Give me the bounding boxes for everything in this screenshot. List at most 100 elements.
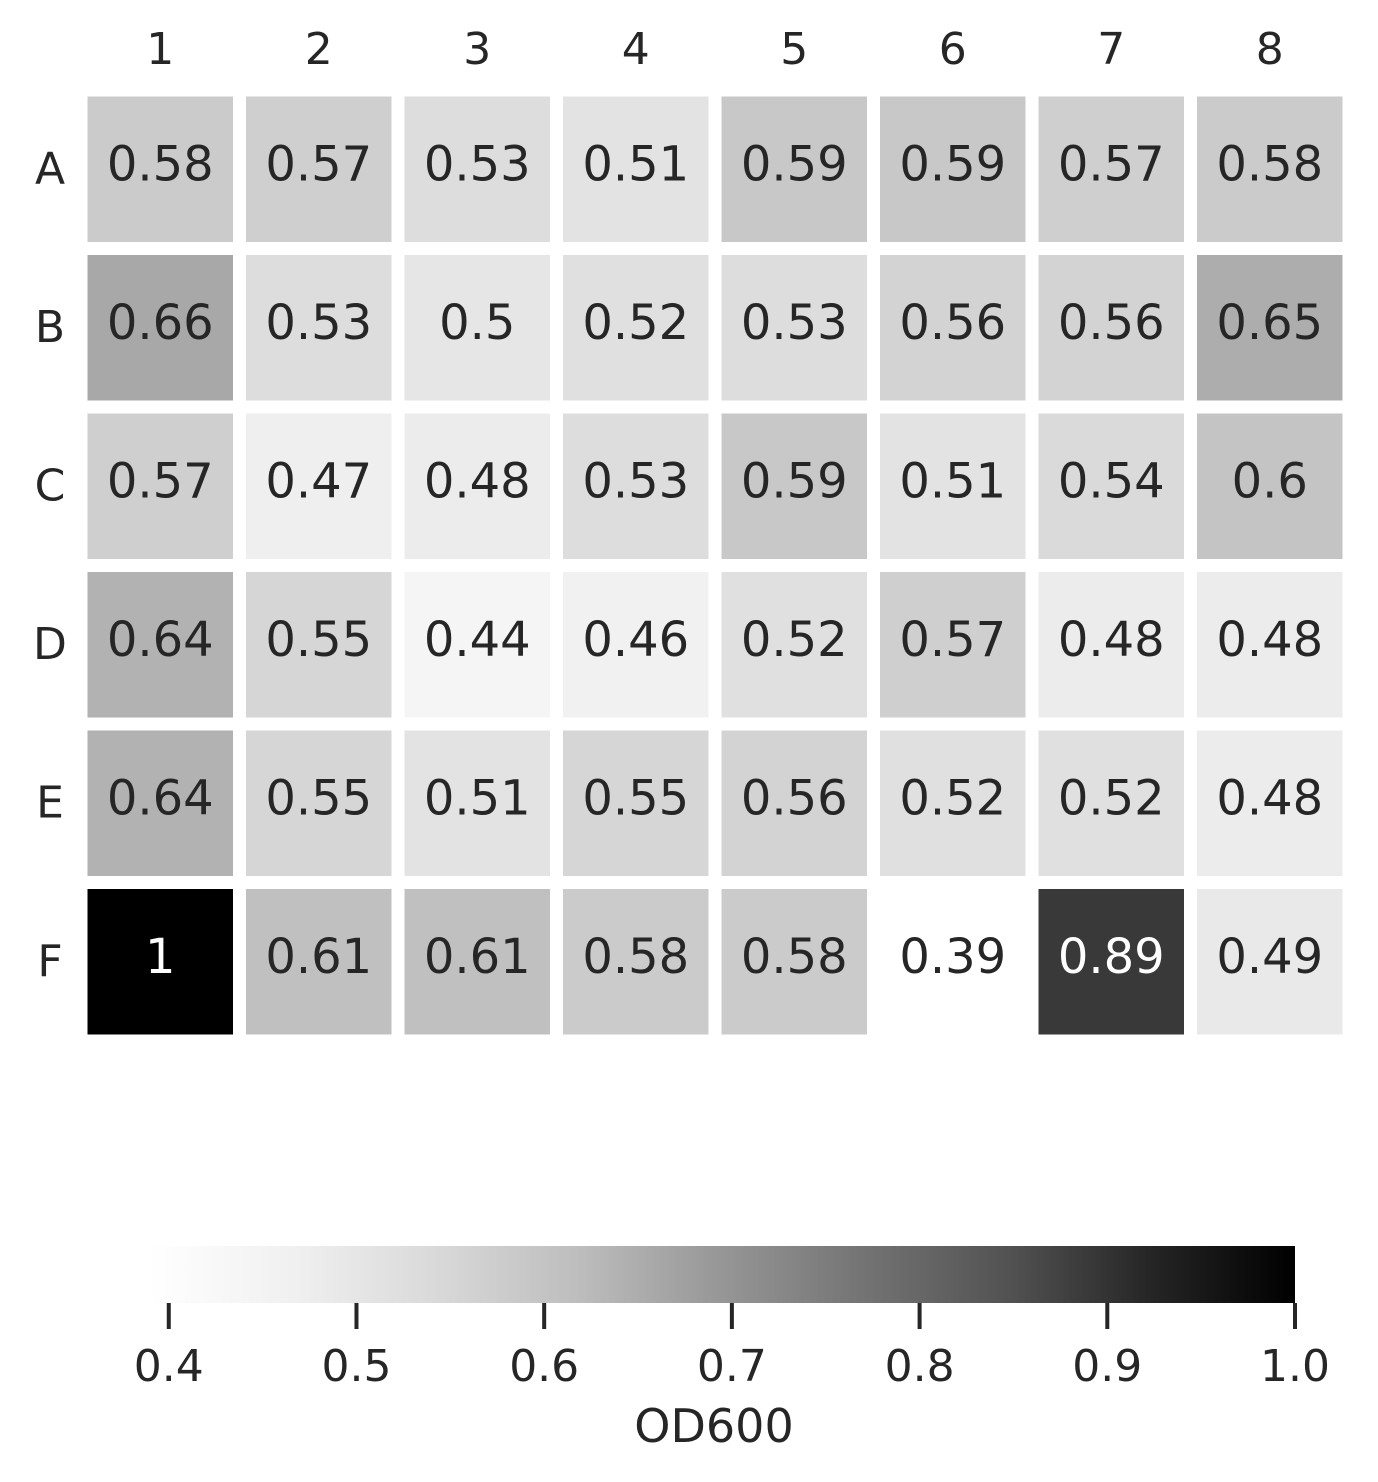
- row-label-B: B: [35, 302, 65, 353]
- row-labels: A B C D E F: [33, 143, 67, 987]
- cell-fill: [246, 889, 392, 1035]
- cell-fill: [1038, 889, 1184, 1035]
- colorbar-tick-label: 0.8: [885, 1341, 955, 1392]
- heatmap-cell-F8: 0.49: [1197, 889, 1343, 1035]
- cell-value-label: 0.48: [424, 453, 531, 509]
- cell-value-label: 0.52: [741, 612, 848, 668]
- cell-value-label: 0.53: [265, 295, 372, 351]
- heatmap-cell-D5: 0.52: [721, 572, 867, 718]
- cell-value-label: 0.61: [265, 929, 372, 985]
- colorbar-gradient-bar: [150, 1246, 1295, 1303]
- cell-value-label: 0.59: [741, 136, 848, 192]
- cell-value-label: 0.55: [265, 612, 372, 668]
- cell-fill: [721, 96, 867, 242]
- cell-fill: [87, 572, 233, 718]
- heatmap-cell-B6: 0.56: [880, 255, 1026, 401]
- heatmap-cell-E4: 0.55: [563, 730, 709, 876]
- heatmap-cell-E2: 0.55: [246, 730, 392, 876]
- cell-value-label: 0.47: [265, 453, 372, 509]
- cell-fill: [880, 96, 1026, 242]
- heatmap-cell-A8: 0.58: [1197, 96, 1343, 242]
- cell-fill: [880, 572, 1026, 718]
- heatmap-cell-F1: 1: [87, 889, 233, 1035]
- cell-value-label: 0.53: [424, 136, 531, 192]
- heatmap-cell-F2: 0.61: [246, 889, 392, 1035]
- heatmap-cell-F3: 0.61: [404, 889, 550, 1035]
- cell-fill: [87, 730, 233, 876]
- cell-value-label: 0.56: [741, 770, 848, 826]
- cell-value-label: 0.44: [424, 612, 531, 668]
- cell-fill: [1038, 96, 1184, 242]
- heatmap-cells: 0.58 0.57 0.53 0.51 0.59 0.59 0.57 0.580.66 0.53…: [87, 96, 1343, 1035]
- heatmap-cell-B2: 0.53: [246, 255, 392, 401]
- heatmap-cell-F7: 0.89: [1038, 889, 1184, 1035]
- cell-fill: [246, 572, 392, 718]
- cell-value-label: 0.51: [899, 453, 1006, 509]
- cell-value-label: 0.61: [424, 929, 531, 985]
- cell-value-label: 1: [145, 929, 176, 985]
- cell-value-label: 0.39: [899, 929, 1006, 985]
- heatmap-cell-E1: 0.64: [87, 730, 233, 876]
- cell-value-label: 0.52: [1058, 770, 1165, 826]
- cell-value-label: 0.53: [741, 295, 848, 351]
- cell-value-label: 0.48: [1216, 770, 1323, 826]
- colorbar-tick-label: 0.7: [697, 1341, 767, 1392]
- cell-fill: [404, 96, 550, 242]
- colorbar-label: OD600: [634, 1399, 793, 1453]
- cell-value-label: 0.5: [439, 295, 515, 351]
- heatmap-cell-E7: 0.52: [1038, 730, 1184, 876]
- column-label-3: 3: [463, 24, 491, 75]
- cell-value-label: 0.55: [582, 770, 689, 826]
- cell-value-label: 0.59: [899, 136, 1006, 192]
- cell-value-label: 0.57: [1058, 136, 1165, 192]
- heatmap-cell-F6: 0.39: [880, 889, 1026, 1035]
- cell-value-label: 0.65: [1216, 295, 1323, 351]
- column-label-8: 8: [1256, 24, 1284, 75]
- cell-value-label: 0.64: [107, 612, 214, 668]
- row-label-D: D: [33, 619, 67, 670]
- cell-fill: [404, 572, 550, 718]
- heatmap-cell-B5: 0.53: [721, 255, 867, 401]
- heatmap-cell-B3: 0.5: [404, 255, 550, 401]
- colorbar: 0.4 0.5 0.6 0.7 0.8 0.9 1.0 OD600: [134, 1246, 1330, 1453]
- cell-fill: [880, 889, 1026, 1035]
- heatmap-cell-F4: 0.58: [563, 889, 709, 1035]
- cell-fill: [87, 96, 233, 242]
- cell-value-label: 0.58: [741, 929, 848, 985]
- cell-fill: [721, 413, 867, 559]
- colorbar-ticks: 0.4 0.5 0.6 0.7 0.8 0.9 1.0: [134, 1303, 1330, 1392]
- cell-value-label: 0.57: [107, 453, 214, 509]
- cell-value-label: 0.49: [1216, 929, 1323, 985]
- heatmap-cell-B8: 0.65: [1197, 255, 1343, 401]
- heatmap-cell-C5: 0.59: [721, 413, 867, 559]
- row-label-F: F: [37, 936, 62, 987]
- cell-value-label: 0.56: [1058, 295, 1165, 351]
- cell-fill: [246, 255, 392, 401]
- heatmap-cell-E6: 0.52: [880, 730, 1026, 876]
- heatmap-cell-D7: 0.48: [1038, 572, 1184, 718]
- heatmap-cell-B4: 0.52: [563, 255, 709, 401]
- heatmap-cell-C3: 0.48: [404, 413, 550, 559]
- heatmap-cell-C1: 0.57: [87, 413, 233, 559]
- heatmap-cell-D3: 0.44: [404, 572, 550, 718]
- cell-value-label: 0.58: [1216, 136, 1323, 192]
- cell-fill: [1197, 572, 1343, 718]
- row-label-E: E: [36, 777, 64, 828]
- heatmap-cell-E8: 0.48: [1197, 730, 1343, 876]
- cell-fill: [721, 255, 867, 401]
- cell-value-label: 0.57: [265, 136, 372, 192]
- cell-value-label: 0.51: [582, 136, 689, 192]
- cell-value-label: 0.58: [107, 136, 214, 192]
- cell-fill: [563, 889, 709, 1035]
- colorbar-tick-label: 0.9: [1072, 1341, 1142, 1392]
- cell-fill: [563, 255, 709, 401]
- heatmap-cell-A1: 0.58: [87, 96, 233, 242]
- heatmap-cell-F5: 0.58: [721, 889, 867, 1035]
- heatmap-cell-D6: 0.57: [880, 572, 1026, 718]
- heatmap-cell-B7: 0.56: [1038, 255, 1184, 401]
- heatmap-cell-A5: 0.59: [721, 96, 867, 242]
- heatmap-cell-C4: 0.53: [563, 413, 709, 559]
- cell-fill: [1197, 889, 1343, 1035]
- cell-fill: [1197, 413, 1343, 559]
